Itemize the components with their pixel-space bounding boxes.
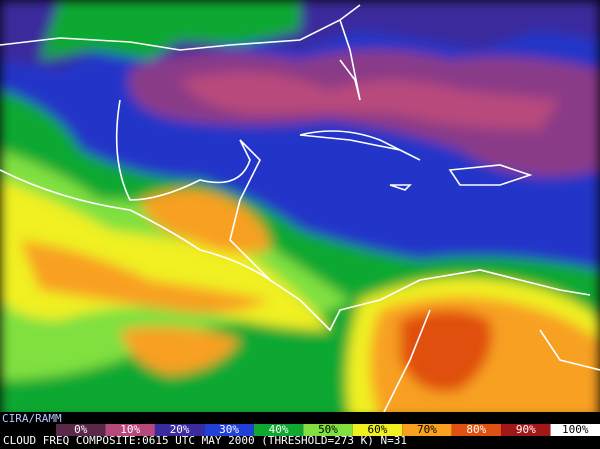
legend-label: 30% (219, 423, 239, 436)
legend-label: 50% (318, 423, 338, 436)
legend-swatch (501, 424, 551, 436)
legend-label: 20% (170, 423, 190, 436)
caption: CLOUD FREQ COMPOSITE:0615 UTC MAY 2000 (… (3, 434, 407, 447)
legend-swatch (352, 424, 403, 436)
legend-label: 0% (74, 423, 88, 436)
legend: 0% 10% 20% 30% 40% 50% 60% 70% 80% 90% 100% (56, 423, 600, 436)
credit: CIRA/RAMM (2, 412, 62, 425)
legend-swatch (451, 424, 502, 436)
legend-swatch (303, 424, 353, 436)
legend-label: 90% (516, 423, 536, 436)
legend-swatch (105, 424, 155, 436)
legend-label: 10% (120, 423, 140, 436)
legend-label: 40% (269, 423, 289, 436)
legend-label: 100% (562, 423, 589, 436)
legend-swatch (154, 424, 205, 436)
legend-label: 60% (368, 423, 388, 436)
coastlines (0, 4, 600, 421)
legend-label: 80% (466, 423, 486, 436)
legend-swatch (56, 424, 106, 436)
legend-swatch (253, 424, 304, 436)
legend-swatch (550, 424, 600, 436)
legend-swatch (402, 424, 452, 436)
imagery (0, 0, 600, 420)
legend-swatch (204, 424, 254, 436)
legend-label: 70% (417, 423, 437, 436)
